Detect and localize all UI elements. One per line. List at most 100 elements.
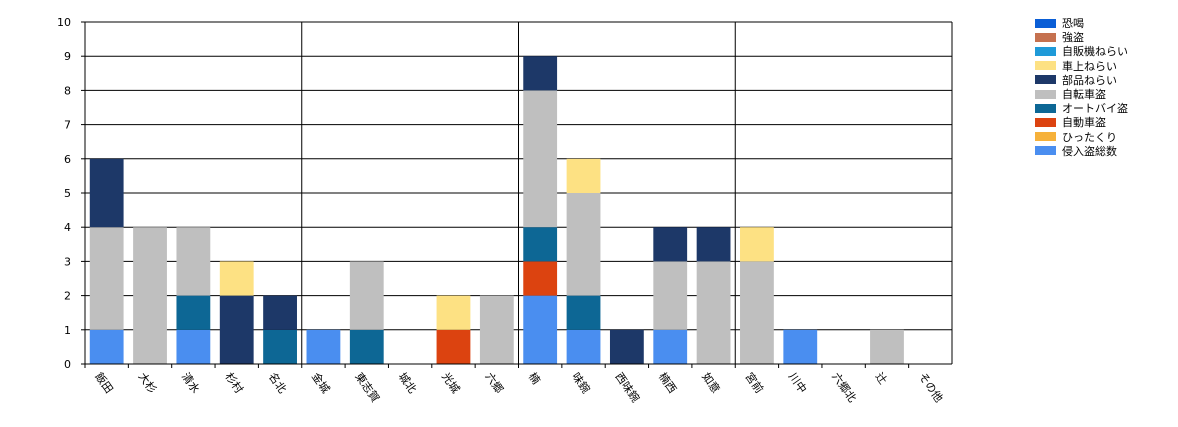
bar-segment [566, 295, 601, 330]
y-tick-label: 4 [64, 221, 71, 234]
bar-segment [696, 261, 731, 364]
bar-segment [479, 295, 514, 364]
bar-segment [436, 329, 471, 364]
legend-label: 自販機ねらい [1062, 45, 1128, 59]
bar-segment [219, 295, 254, 364]
legend-swatch [1035, 132, 1056, 142]
x-tick-label: 川中 [786, 370, 809, 395]
legend-swatch [1035, 32, 1056, 42]
legend-label: 恐喝 [1062, 17, 1084, 31]
legend: 恐喝 強盗 自販機ねらい 車上ねらい 部品ねらい 自転車盗 オートバイ盗 自動車盗 ひったくり侵… [1035, 16, 1128, 158]
x-tick-label: 西味鋺 [612, 370, 642, 405]
bar-segment [653, 227, 688, 262]
bar-segment [263, 329, 297, 364]
x-tick-label: 清水 [179, 370, 202, 395]
bar-segment [133, 227, 167, 364]
bar-segment [696, 227, 731, 262]
bar-segment [566, 158, 601, 193]
legend-swatch [1035, 89, 1056, 99]
bars [89, 56, 904, 364]
bar-segment [609, 329, 644, 364]
y-axis-ticks: 0 1 2 3 4 5 6 7 8 9 10 [57, 16, 85, 371]
legend-item: オートバイ盗 [1035, 101, 1128, 115]
legend-label: 車上ねらい [1062, 59, 1117, 73]
bar-segment [523, 295, 558, 364]
legend-item: 自転車盗 [1035, 87, 1128, 101]
x-tick-label: 辻 [873, 370, 891, 387]
bar-segment [176, 329, 211, 364]
bar-segment [263, 295, 297, 330]
legend-label: 強盗 [1062, 31, 1084, 45]
y-tick-label: 6 [64, 153, 71, 166]
bar-segment [523, 90, 558, 228]
legend-item: 強盗 [1035, 30, 1128, 44]
legend-item: ひったくり [1035, 130, 1128, 144]
x-tick-label: 楠 [526, 370, 544, 387]
y-tick-label: 0 [64, 358, 71, 371]
y-tick-label: 10 [57, 16, 71, 29]
legend-label: ひったくり [1062, 130, 1117, 144]
legend-swatch [1035, 18, 1056, 28]
legend-label: 自動車盗 [1062, 116, 1106, 130]
bar-segment [523, 56, 558, 91]
legend-swatch [1035, 117, 1056, 127]
x-tick-label: 宮前 [742, 370, 766, 396]
legend-swatch [1035, 61, 1056, 71]
bar-segment [653, 329, 688, 364]
legend-item: 自動車盗 [1035, 115, 1128, 129]
bar-segment [219, 261, 254, 296]
legend-item: 車上ねらい [1035, 59, 1128, 73]
axes [81, 22, 952, 368]
x-tick-label: 東志賀 [352, 370, 382, 404]
legend-item: 侵入盗総数 [1035, 144, 1128, 158]
x-tick-label: 光城 [439, 370, 463, 396]
bar-segment [176, 295, 211, 330]
x-tick-label: 飯田 [92, 370, 116, 396]
bar-segment [89, 158, 124, 228]
y-tick-label: 5 [64, 187, 71, 200]
x-tick-label: 六郷北 [829, 370, 859, 405]
legend-swatch [1035, 46, 1056, 56]
legend-item: 部品ねらい [1035, 73, 1128, 87]
legend-label: 部品ねらい [1062, 73, 1117, 87]
legend-swatch [1035, 75, 1056, 85]
x-tick-label: 杉村 [222, 370, 246, 396]
bar-segment [523, 261, 558, 296]
legend-item: 自販機ねらい [1035, 44, 1128, 58]
bar-segment [89, 329, 124, 364]
x-tick-label: その他 [916, 370, 946, 404]
y-tick-label: 1 [64, 324, 71, 337]
bar-segment [306, 329, 341, 364]
legend-swatch [1035, 146, 1056, 156]
legend-item: 恐喝 [1035, 16, 1128, 30]
legend-label: オートバイ盗 [1062, 102, 1128, 116]
x-tick-label: 金城 [309, 370, 333, 396]
bar-segment [349, 261, 384, 330]
x-tick-label: 名北 [266, 370, 290, 396]
x-axis-ticks: 飯田 大杉 清水 杉村 名北 金城 東志賀 城北 光城 六郷 楠 味鋺 西味鋺 楠西 如意 宮前 川中 六郷北辻 そ… [84, 364, 946, 405]
legend-label: 侵入盗総数 [1062, 144, 1117, 158]
bar-segment [89, 227, 124, 330]
bar-segment [176, 227, 211, 296]
y-tick-label: 8 [64, 84, 71, 97]
x-tick-label: 味鋺 [569, 370, 593, 396]
bar-segment [436, 295, 471, 330]
x-tick-label: 六郷 [482, 370, 506, 396]
bar-segment [870, 329, 904, 364]
legend-label: 自転車盗 [1062, 88, 1106, 102]
x-tick-label: 城北 [396, 370, 419, 395]
bar-segment [783, 329, 818, 364]
legend-swatch [1035, 103, 1056, 113]
bar-segment [740, 227, 774, 262]
bar-segment [653, 261, 688, 330]
x-tick-label: 楠西 [656, 370, 680, 396]
x-tick-label: 大杉 [136, 370, 160, 396]
bar-segment [349, 329, 384, 364]
bar-segment [523, 227, 558, 262]
y-tick-label: 7 [64, 119, 71, 132]
bar-segment [566, 329, 601, 364]
y-tick-label: 3 [64, 255, 71, 268]
bar-segment [740, 261, 774, 364]
x-tick-label: 如意 [699, 370, 723, 396]
